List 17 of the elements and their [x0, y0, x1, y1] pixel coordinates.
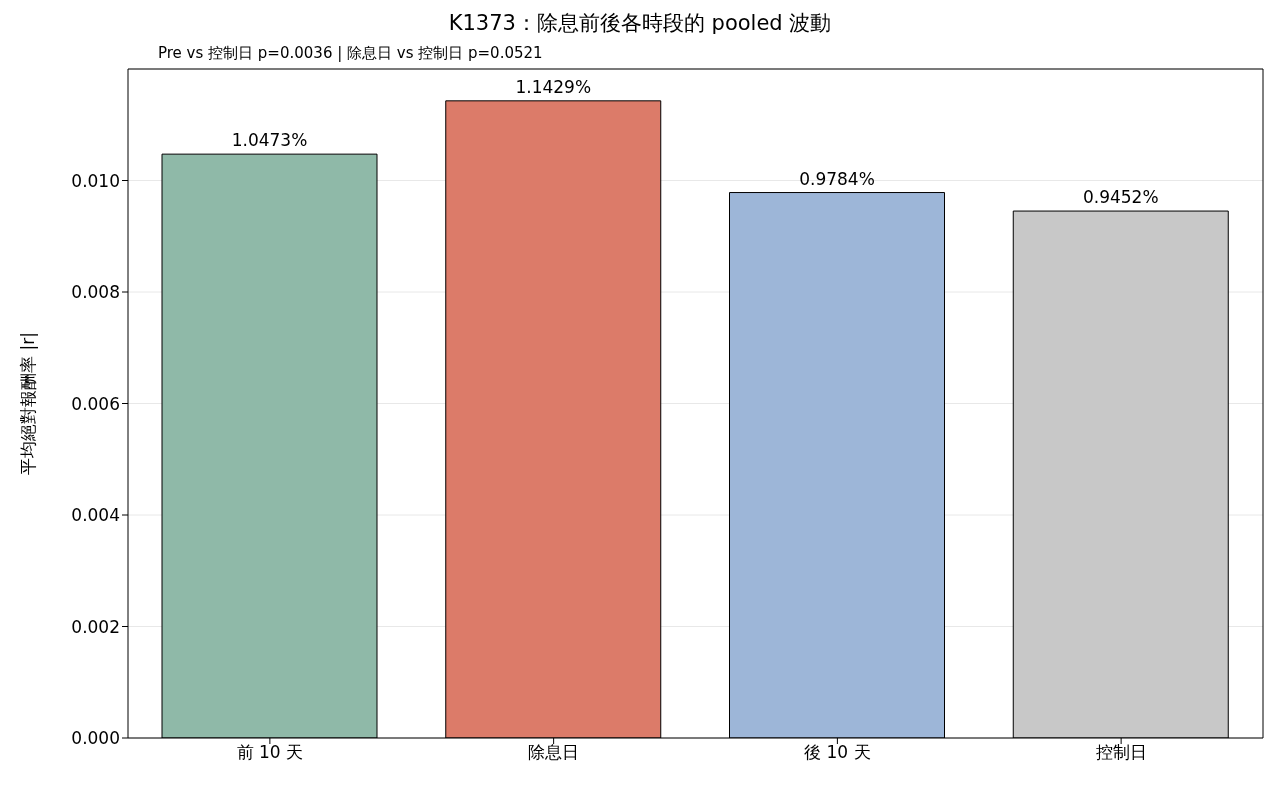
y-tick-label: 0.008: [71, 282, 120, 303]
data-label: 0.9784%: [799, 168, 875, 189]
y-tick-label: 0.010: [71, 170, 120, 191]
data-label: 1.0473%: [231, 130, 308, 151]
y-axis-title: 平均絕對報酬率 |r|: [18, 332, 39, 475]
y-tick-label: 0.004: [71, 505, 120, 526]
x-tick-label: 前 10 天: [236, 742, 304, 763]
text: Pre vs 控制日 p=0.0036 | 除息日 vs 控制日 p=0.0521: [158, 44, 543, 63]
data-label: 0.9452%: [1082, 187, 1159, 208]
x-tick-label: 控制日: [1095, 742, 1147, 763]
y-tick-label: 0.006: [71, 393, 120, 414]
x-tick-label: 後 10 天: [804, 742, 871, 763]
chart-title: K1373：除息前後各時段的 pooled 波動: [447, 10, 833, 37]
y-tick-label: 0.000: [71, 728, 120, 749]
y-tick-label: 0.002: [71, 616, 120, 637]
data-label: 1.1429%: [515, 76, 592, 97]
x-tick-label: 除息日: [528, 742, 580, 763]
